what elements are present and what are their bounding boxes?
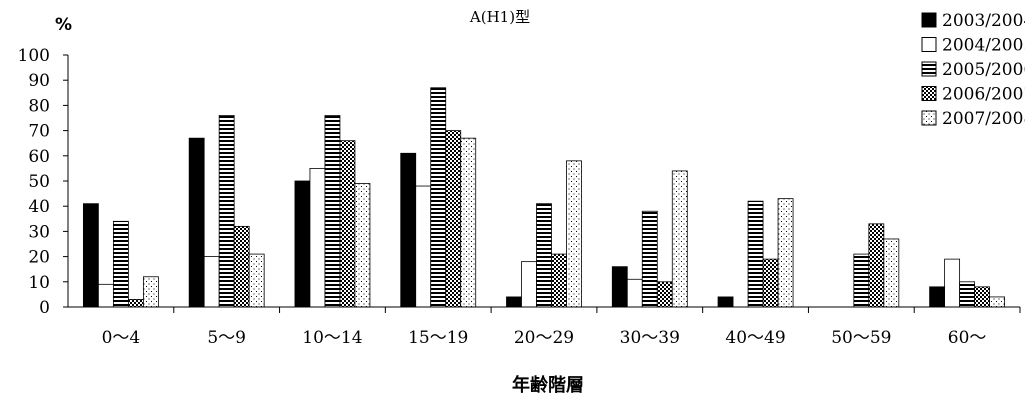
y-tick-label: 80	[28, 96, 50, 116]
legend-label: 2006/2007	[942, 85, 1025, 105]
y-axis-unit-label: %	[55, 15, 72, 35]
bar-2007-2008-0	[142, 276, 159, 308]
bar-2007-2008-7	[883, 238, 900, 308]
legend-swatch	[921, 86, 937, 101]
bar-2003-2004-0	[82, 203, 99, 308]
y-tick-label: 30	[28, 222, 50, 242]
bar-2003-2004-6	[717, 296, 734, 308]
bar-2006-2007-0	[127, 299, 144, 308]
bar-2005-2006-2	[324, 115, 341, 308]
y-tick-label: 70	[28, 122, 50, 142]
x-tick-label: 5～9	[207, 328, 246, 348]
legend-label: 2005/2006	[942, 60, 1025, 80]
bar-2007-2008-6	[777, 198, 794, 308]
bar-2006-2007-3	[445, 130, 462, 308]
x-tick-label: 0～4	[102, 328, 141, 348]
legend-swatch	[921, 110, 937, 126]
legend-swatch	[921, 37, 937, 52]
bar-2006-2007-1	[233, 225, 250, 308]
bar-2003-2004-1	[188, 137, 205, 308]
legend: 2003/2004 2004/2005 2005/2006 2006/2007 2007…	[921, 11, 1025, 129]
bar-2005-2006-5	[641, 210, 658, 308]
legend-label: 2007/2008	[942, 109, 1025, 129]
bar-2005-2006-4	[536, 203, 552, 308]
legend-swatch	[921, 61, 937, 77]
bar-2007-2008-2	[354, 183, 371, 308]
legend-label: 2004/2005	[942, 36, 1025, 56]
y-tick-label: 50	[28, 172, 50, 192]
bar-2004-2005-3	[415, 185, 432, 308]
bar-2005-2006-6	[747, 200, 764, 308]
bar-2006-2007-6	[762, 258, 779, 308]
bars	[82, 87, 1006, 308]
bar-2004-2005-2	[309, 167, 326, 308]
bar-2005-2006-7	[853, 253, 870, 308]
bar-2005-2006-3	[430, 87, 447, 308]
x-tick-label: 20～29	[514, 328, 574, 348]
y-tick-label: 90	[28, 71, 50, 91]
bar-2004-2005-4	[521, 261, 537, 308]
bar-2004-2005-1	[203, 256, 220, 308]
x-axis-tick-labels: 0～4 5～9 10～14 15～19 20～29 30～39 40～49 50～59 60～	[102, 307, 1021, 348]
y-tick-label: 10	[28, 273, 50, 293]
x-axis-title: 年齢階層	[512, 374, 584, 396]
x-tick-label: 50～59	[831, 328, 891, 348]
chart-title: A(H1)型	[469, 8, 530, 26]
bar-2003-2004-3	[400, 152, 417, 308]
bar-2004-2005-8	[944, 258, 961, 308]
legend-swatch	[921, 12, 937, 28]
bar-2006-2007-5	[656, 281, 673, 308]
bar-2007-2008-5	[671, 170, 688, 308]
bar-2004-2005-0	[97, 283, 114, 308]
bar-2006-2007-8	[974, 286, 991, 308]
x-tick-label: 15～19	[408, 328, 468, 348]
bar-2003-2004-4	[506, 296, 522, 308]
bar-2005-2006-8	[959, 281, 976, 308]
y-tick-label: 40	[28, 197, 50, 217]
bar-2007-2008-1	[248, 253, 265, 308]
x-tick-label: 30～39	[620, 328, 680, 348]
y-tick-label: 100	[18, 46, 50, 66]
x-tick-label: 10～14	[302, 328, 362, 348]
x-tick-label: 60～	[948, 328, 987, 348]
y-tick-label: 20	[28, 248, 50, 268]
y-tick-label: 0	[39, 298, 50, 318]
bar-2006-2007-4	[551, 253, 567, 308]
bar-2004-2005-5	[626, 278, 643, 308]
legend-label: 2003/2004	[942, 11, 1025, 31]
bar-2006-2007-2	[339, 140, 356, 308]
bar-2006-2007-7	[868, 223, 885, 308]
bar-2005-2006-1	[218, 115, 235, 308]
bar-2007-2008-4	[566, 160, 582, 308]
x-tick-label: 40～49	[725, 328, 785, 348]
y-axis-ticks: 0 10 20 30 40 50 60 70 80 90 100	[18, 46, 68, 318]
bar-2003-2004-8	[929, 286, 946, 308]
bar-2003-2004-5	[611, 266, 628, 308]
y-tick-label: 60	[28, 147, 50, 167]
bar-2007-2008-3	[460, 137, 477, 308]
bar-2003-2004-2	[294, 180, 311, 308]
bar-2007-2008-8	[989, 296, 1006, 308]
bar-2005-2006-0	[112, 220, 129, 308]
